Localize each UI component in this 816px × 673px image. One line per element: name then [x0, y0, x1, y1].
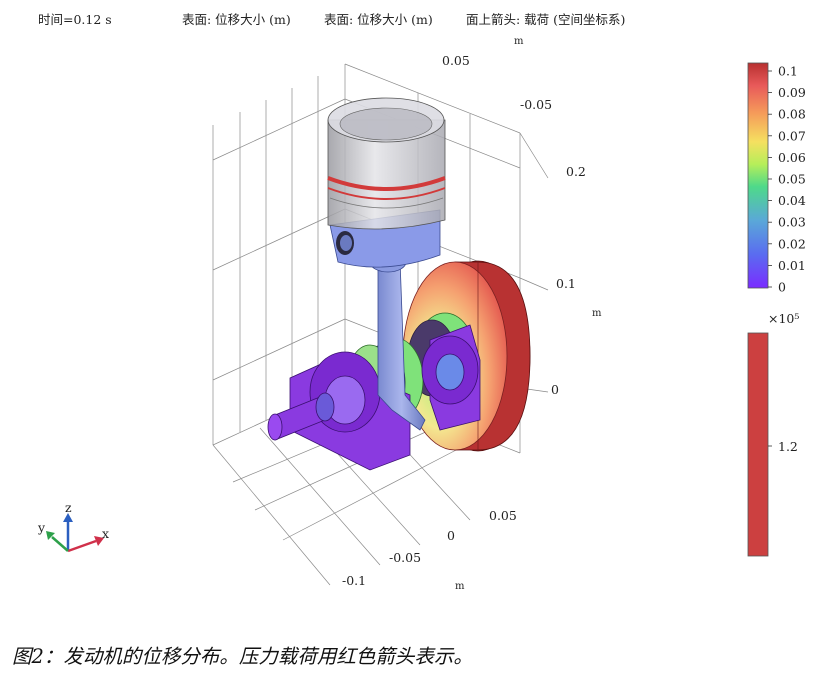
- triad-x-label: x: [102, 526, 109, 541]
- colorbar-displacement-tick: 0.08: [778, 107, 806, 122]
- colorbar-displacement-tick: 0.01: [778, 258, 806, 273]
- colorbar-displacement-tick: 0.06: [778, 150, 806, 165]
- colorbar-displacement-tick: 0.02: [778, 236, 806, 251]
- colorbar-displacement-gradient: [747, 62, 769, 289]
- surface-label-2: 表面: 位移大小 (m): [324, 12, 433, 27]
- colorbar-displacement-tick: 0.04: [778, 193, 806, 208]
- triad-y-label: y: [37, 520, 46, 535]
- x-tick-2: -0.05: [389, 550, 421, 565]
- y-tick-1: -0.05: [520, 97, 552, 112]
- colorbar-load: ×10⁵ 1.2: [747, 311, 799, 557]
- colorbar-load-bar: [747, 332, 769, 557]
- y-unit: m: [514, 36, 524, 47]
- z-tick-0: 0.2: [566, 164, 586, 179]
- colorbar-displacement-tick: 0.05: [778, 172, 806, 187]
- z-tick-2: 0: [551, 382, 559, 397]
- colorbar-displacement-tick: 0.07: [778, 128, 806, 143]
- arrow-label: 面上箭头: 载荷 (空间坐标系): [466, 12, 626, 27]
- y-tick-0: 0.05: [442, 53, 470, 68]
- piston: [327, 97, 446, 268]
- z-tick-1: 0.1: [556, 276, 576, 291]
- triad-z-label: z: [65, 500, 72, 515]
- colorbar-load-tick: 1.2: [778, 439, 798, 454]
- x-tick-1: 0: [447, 528, 455, 543]
- axis-triad: z x y: [37, 500, 109, 553]
- colorbar-displacement-tick: 0.1: [778, 64, 798, 79]
- z-unit: m: [592, 308, 602, 319]
- colorbar-displacement-tick: 0.03: [778, 215, 806, 230]
- x-unit: m: [455, 581, 465, 592]
- surface-label-1: 表面: 位移大小 (m): [182, 12, 291, 27]
- x-tick-3: -0.1: [342, 573, 366, 588]
- colorbar-displacement-tick: 0.09: [778, 85, 806, 100]
- colorbar-displacement-tick: 0: [778, 280, 786, 295]
- x-tick-0: 0.05: [489, 508, 517, 523]
- shaft-end: [267, 392, 335, 441]
- colorbar-load-multiplier: ×10⁵: [768, 311, 799, 326]
- colorbar-displacement: 0.1 0.09 0.08 0.07 0.06 0.05 0.04 0.03 0.02 0.01 0: [747, 62, 806, 295]
- plot-header: 时间=0.12 s 表面: 位移大小 (m) 表面: 位移大小 (m) 面上箭头…: [0, 9, 816, 29]
- figure-caption: 图2：发动机的位移分布。压力载荷用红色箭头表示。: [12, 645, 473, 668]
- time-label: 时间=0.12 s: [38, 12, 112, 27]
